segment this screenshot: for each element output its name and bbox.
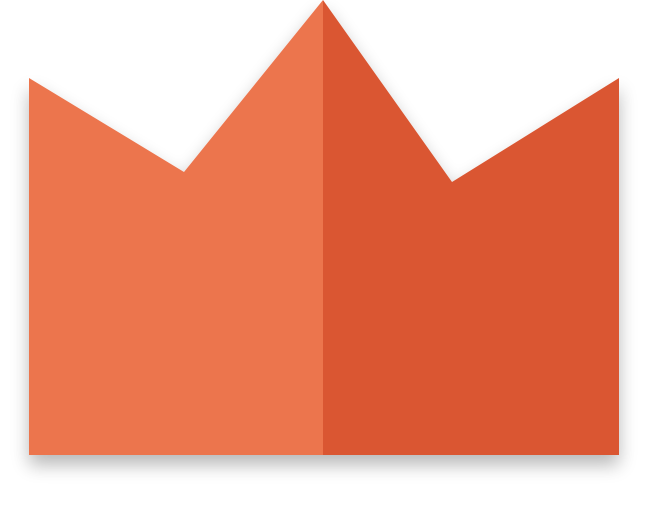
crown-shape (29, 0, 619, 455)
crown-right-half (323, 0, 619, 455)
crown-left-half (29, 0, 323, 455)
